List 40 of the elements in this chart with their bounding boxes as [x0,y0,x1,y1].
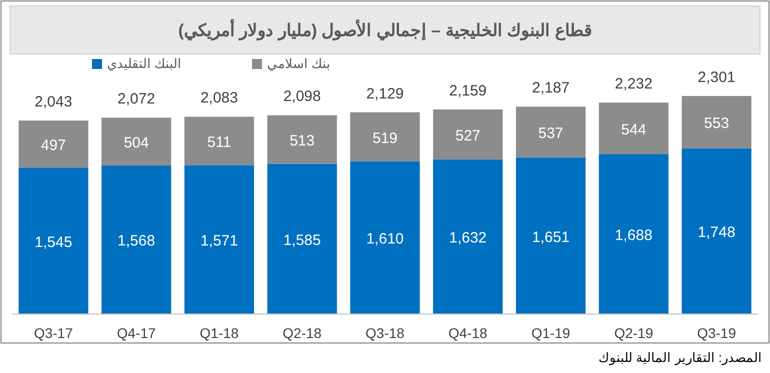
data-label: 1,688 [614,227,652,244]
total-label: 2,098 [283,88,321,106]
data-label: 511 [207,134,232,151]
data-label: 1,545 [34,234,72,251]
total-label: 2,129 [366,85,404,102]
data-label: 544 [621,121,646,138]
total-label: 2,187 [532,80,570,97]
total-label: 2,159 [449,82,487,100]
total-label: 2,072 [118,90,156,108]
x-tick-label: Q4-18 [448,325,488,341]
title: قطاع البنوك الخليجية – إجمالي الأصول (مليار دولار أمريكي) [178,21,592,40]
data-label: 513 [290,132,315,150]
x-tick-label: Q4-17 [116,325,156,341]
total-label: 2,043 [34,94,72,111]
data-label: 1,610 [366,230,404,248]
data-label: 537 [538,125,564,142]
data-label: 1,651 [532,228,570,246]
x-tick-label: Q1-18 [200,325,239,341]
data-label: 497 [40,137,66,154]
x-tick-label: Q3-18 [366,325,405,341]
data-label: 1,571 [200,232,238,250]
x-tick-label: Q3-19 [697,325,736,341]
x-tick-label: Q2-18 [282,325,322,341]
legend-label: بنك اسلامي [267,56,331,71]
data-label: 527 [455,127,480,144]
total-label: 2,232 [614,76,652,93]
legend-label: البنك التقليدي [107,56,182,71]
data-label: 519 [372,130,398,147]
data-label: 553 [704,115,730,132]
x-tick-label: Q1-19 [531,325,570,341]
text: المصدر: التقارير المالية للبنوك [598,350,762,366]
data-label: 1,632 [449,230,487,247]
data-label: 1,585 [283,232,321,249]
total-label: 2,301 [698,69,736,86]
x-tick-label: Q3-17 [34,325,74,341]
x-tick-label: Q2-19 [614,325,654,341]
data-label: 1,748 [698,224,736,242]
data-label: 504 [124,134,149,152]
total-label: 2,083 [200,90,238,107]
data-label: 1,568 [118,232,156,250]
